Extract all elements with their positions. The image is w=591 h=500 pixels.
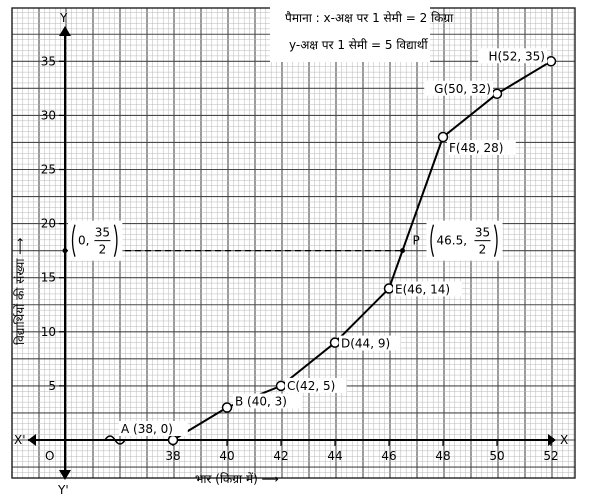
x-axis-arrow-left (28, 434, 36, 446)
y-tick-label: 35 (41, 54, 56, 68)
point-e (383, 283, 395, 294)
point-label-g: G(50, 32) (434, 82, 491, 96)
y-axis-point-label: 0, 35 2 (68, 220, 123, 261)
point-label-b: B (40, 3) (235, 395, 287, 409)
point-label-backdrop (478, 48, 547, 64)
point-label-a: A (38, 0) (121, 422, 173, 436)
x-tick-label: 38 (165, 449, 180, 463)
origin-label: O (45, 449, 54, 463)
point-label-backdrop (447, 140, 516, 156)
point-b (221, 402, 233, 413)
point-label-e: E(46, 14) (395, 283, 450, 297)
y-axis-title: विद्यार्थियों की संख्या ⟶ (13, 238, 27, 345)
point-label-backdrop (119, 421, 188, 436)
point-label-h: H(52, 35) (488, 49, 545, 63)
point-label-backdrop (424, 80, 493, 96)
x-tick-label: 50 (489, 449, 504, 463)
x-axis-arrow-right (548, 434, 556, 446)
x-tick-label: 52 (543, 449, 558, 463)
point-labels: A (38, 0) B (40, 3)C(42, 5) D(44, 9) E(46, … (68, 48, 547, 436)
y-axis-point-label-numerator: 35 (95, 226, 110, 240)
point-d (329, 337, 341, 348)
chart-texts: पैमाना : x-अक्ष पर 1 सेमी = 2 किग्रा y-अ… (13, 11, 568, 497)
median-point-label-paren-right (493, 224, 498, 257)
y-tick-label: 25 (41, 163, 56, 177)
y-tick-label: 15 (41, 271, 56, 285)
y-axis-point-label-denominator: 2 (99, 243, 107, 257)
y-axis-positive-label: Y (59, 11, 68, 25)
scale-note-x: पैमाना : x-अक्ष पर 1 सेमी = 2 किग्रा (285, 11, 454, 25)
median-point-label: P 46.5, 35 2 (413, 220, 503, 261)
x-axis-title: भार (किग्रा में) ⟶ (195, 472, 279, 486)
median-point-label-denominator: 2 (479, 243, 487, 257)
point-f (437, 131, 449, 143)
point-p-median (400, 248, 405, 254)
y-axis-point-label-paren-right (113, 224, 118, 257)
point-label-backdrop (285, 377, 347, 393)
x-axis-positive-label: X (560, 433, 568, 447)
axes (28, 26, 556, 480)
median-point-label-numerator: 35 (475, 226, 490, 240)
median-point-label-x: 46.5, (437, 234, 468, 248)
point-label-backdrop (393, 281, 462, 297)
y-axis-arrow-down (59, 470, 71, 480)
y-tick-label: 10 (41, 325, 56, 339)
axis-break-mark (104, 435, 126, 445)
y-tick-label: 30 (41, 108, 56, 122)
x-tick-label: 46 (381, 449, 396, 463)
scale-note-y: y-अक्ष पर 1 सेमी = 5 विद्यार्थी (289, 38, 428, 52)
y-tick-label: 5 (48, 379, 56, 393)
x-tick-label: 42 (273, 449, 288, 463)
point-g (491, 88, 503, 100)
tick-labels: 38 40 42 44 46 48 50 52 5 10 15 20 25 30 35 (41, 54, 559, 463)
y-axis-median-dot (62, 248, 68, 254)
median-point-label-prefix: P (413, 234, 420, 248)
point-label-d: D(44, 9) (341, 337, 390, 351)
median-point-label-paren-left (430, 224, 435, 257)
point-label-f: F(48, 28) (449, 141, 503, 155)
point-c (275, 380, 287, 392)
point-a (167, 434, 179, 446)
y-tick-label: 20 (41, 217, 56, 231)
x-tick-label: 48 (435, 449, 450, 463)
x-tick-label: 40 (219, 449, 234, 463)
y-axis-negative-label: Y' (57, 483, 69, 497)
median-guide-lines (62, 248, 403, 254)
y-axis-point-label-paren-left (71, 224, 76, 257)
point-label-backdrop (233, 393, 302, 409)
point-label-c: C(42, 5) (287, 379, 335, 393)
point-h (545, 56, 557, 67)
x-tick-label: 44 (327, 449, 342, 463)
y-axis-point-label-x: 0, (78, 234, 89, 248)
scale-note-backdrop (270, 6, 430, 62)
y-axis-arrow-up (59, 26, 71, 36)
x-axis-negative-label: X' (14, 433, 26, 447)
point-label-backdrop (339, 335, 401, 351)
